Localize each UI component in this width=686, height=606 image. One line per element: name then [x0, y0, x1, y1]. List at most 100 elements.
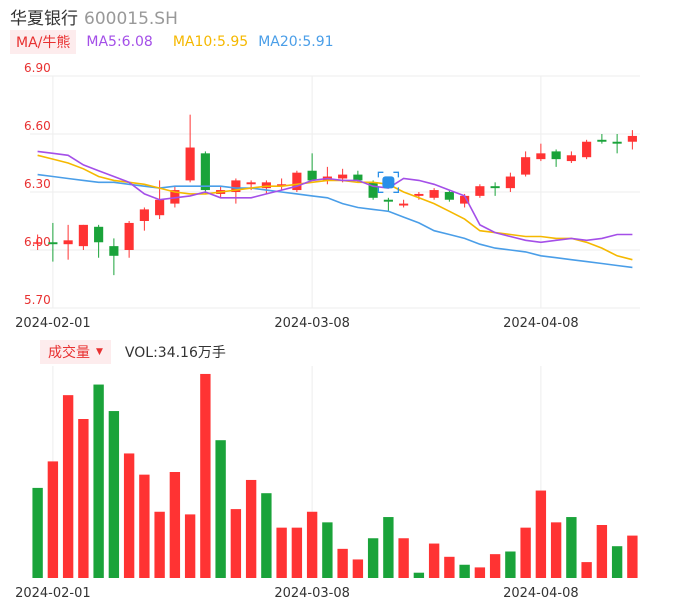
- candle-body: [353, 174, 363, 181]
- candle-body: [505, 176, 515, 189]
- candle-body: [460, 195, 470, 204]
- ma20-line: [37, 173, 633, 269]
- price-tick-label: 6.60: [24, 119, 51, 133]
- volume-bar: [474, 567, 486, 578]
- candle-body: [155, 199, 165, 216]
- volume-bar: [596, 525, 608, 578]
- candle-body: [414, 193, 424, 196]
- price-date-tick-label: 2024-03-08: [274, 316, 350, 331]
- volume-bar: [383, 517, 394, 578]
- candle-body: [277, 184, 287, 186]
- candle-body: [475, 186, 485, 196]
- volume-bar: [230, 509, 242, 578]
- stock-code: 600015.SH: [84, 9, 178, 29]
- volume-bar: [78, 419, 89, 578]
- candle-body: [383, 199, 393, 202]
- event-marker-icon: [382, 176, 395, 189]
- stock-header: 华夏银行 600015.SH: [10, 4, 178, 29]
- volume-bar: [413, 572, 425, 578]
- volume-bar: [520, 527, 531, 578]
- volume-bar: [154, 511, 165, 578]
- volume-indicator-dropdown[interactable]: 成交量 ▼: [40, 340, 111, 364]
- volume-bar: [352, 559, 364, 578]
- volume-toggle-label: 成交量: [48, 345, 90, 361]
- volume-bar: [291, 527, 303, 578]
- volume-bar: [444, 556, 455, 578]
- volume-bar: [398, 538, 409, 578]
- ma-toggle-button[interactable]: MA/牛熊: [10, 30, 77, 54]
- volume-bar: [428, 543, 440, 578]
- volume-bar: [215, 440, 226, 578]
- volume-bar: [550, 522, 562, 578]
- candle-body: [338, 174, 348, 179]
- candle-body: [612, 141, 622, 144]
- price-tick-label: 6.30: [24, 177, 51, 191]
- volume-bar: [306, 511, 318, 578]
- volume-bar: [139, 474, 150, 578]
- volume-bar: [322, 522, 333, 578]
- candle-body: [292, 172, 302, 191]
- candle-body: [170, 190, 180, 204]
- price-tick-label: 6.90: [24, 61, 51, 75]
- candle-body: [63, 240, 73, 245]
- candle-body: [33, 242, 43, 244]
- candle-body: [261, 182, 271, 189]
- volume-bar: [489, 554, 501, 578]
- volume-bar: [566, 517, 577, 578]
- candle-body: [185, 147, 195, 181]
- volume-bar: [245, 479, 257, 578]
- stock-name: 华夏银行: [10, 9, 78, 29]
- volume-bar: [337, 548, 348, 578]
- ma10-line: [37, 154, 633, 261]
- volume-bar: [459, 564, 470, 578]
- volume-legend: 成交量 ▼ VOL:34.16万手: [40, 340, 226, 364]
- price-date-tick-label: 2024-02-01: [15, 316, 91, 331]
- volume-bar: [627, 535, 638, 578]
- candle-body: [109, 246, 119, 256]
- volume-bar: [62, 395, 74, 578]
- volume-date-tick-label: 2024-04-08: [503, 586, 579, 601]
- volume-bar: [123, 453, 135, 578]
- volume-bar: [184, 514, 196, 578]
- ma20-legend: MA20:5.91: [258, 34, 334, 50]
- volume-bar: [47, 461, 59, 578]
- event-marker-frame: [377, 171, 400, 193]
- ma-legend: MA/牛熊 MA5:6.08 MA10:5.95 MA20:5.91: [10, 30, 334, 54]
- candle-body: [521, 157, 531, 175]
- candle-body: [536, 153, 546, 160]
- candle-body: [368, 182, 378, 198]
- candle-body: [124, 222, 134, 250]
- ma5-legend: MA5:6.08: [86, 34, 153, 50]
- volume-value: VOL:34.16万手: [124, 345, 226, 361]
- candle-body: [566, 155, 576, 162]
- candle-body: [94, 226, 104, 243]
- candle-body: [399, 203, 409, 206]
- volume-bar: [108, 411, 120, 578]
- candle-body: [444, 192, 454, 200]
- price-date-tick-label: 2024-04-08: [503, 316, 579, 331]
- volume-date-tick-label: 2024-02-01: [15, 586, 91, 601]
- volume-bar: [276, 527, 287, 578]
- candle-body: [246, 182, 256, 185]
- candle-body: [551, 151, 561, 160]
- price-tick-label: 5.70: [24, 293, 51, 307]
- candle-body: [139, 209, 149, 221]
- volume-date-tick-label: 2024-03-08: [274, 586, 350, 601]
- candle-body: [307, 170, 317, 181]
- volume-bar: [581, 562, 592, 578]
- volume-bar: [200, 373, 211, 578]
- volume-bar: [535, 490, 547, 578]
- ma10-legend: MA10:5.95: [172, 34, 249, 50]
- volume-bar: [169, 472, 181, 578]
- volume-bar: [611, 546, 623, 578]
- candle-body: [231, 180, 241, 192]
- volume-bar: [261, 493, 272, 578]
- candle-body: [490, 186, 500, 189]
- ma5-line: [37, 150, 633, 244]
- candle-body: [627, 135, 637, 142]
- volume-bar: [505, 551, 516, 578]
- candle-body: [597, 139, 607, 142]
- volume-bar: [32, 487, 43, 578]
- candle-body: [429, 190, 439, 198]
